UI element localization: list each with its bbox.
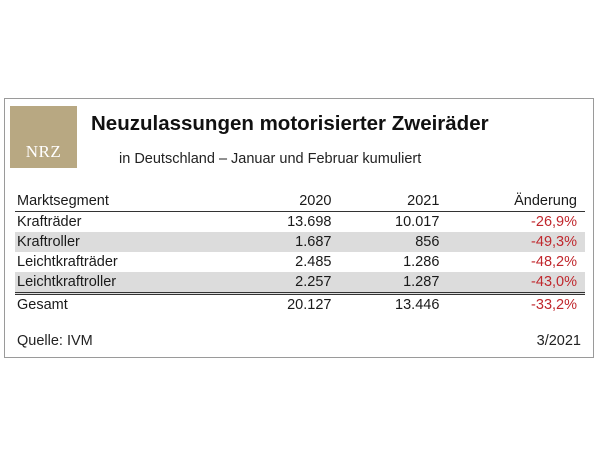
change-cell: -48,2%	[531, 254, 577, 270]
segment-cell: Kraftroller	[15, 232, 229, 252]
segment-cell: Krafträder	[17, 214, 82, 230]
value-2020-cell: 2.485	[295, 254, 332, 270]
value-2020-cell: 13.698	[287, 214, 332, 230]
page-title: Neuzulassungen motorisierter Zweiräder	[91, 112, 489, 135]
value-2020-cell: 1.687	[228, 232, 332, 252]
value-2020-cell: 2.257	[228, 272, 332, 294]
table-header-row: Marktsegment 2020 2021 Änderung	[15, 191, 585, 212]
total-2020-cell: 20.127	[287, 297, 332, 313]
registrations-table: Marktsegment 2020 2021 Änderung Krafträd…	[15, 191, 585, 315]
table-row: Kraftroller 1.687 856 -49,3%	[15, 232, 585, 252]
column-header-change: Änderung	[514, 193, 577, 209]
nrz-logo: NRZ	[10, 106, 77, 168]
value-2021-cell: 10.017	[395, 214, 440, 230]
logo-text: NRZ	[25, 142, 62, 161]
table-row: Leichtkrafträder 2.485 1.286 -48,2%	[15, 252, 585, 272]
total-2021-cell: 13.446	[395, 297, 440, 313]
change-cell: -43,0%	[439, 272, 585, 294]
source-note: Quelle: IVM	[17, 333, 93, 349]
total-segment-cell: Gesamt	[17, 297, 68, 313]
value-2021-cell: 1.287	[331, 272, 440, 294]
table-row: Leichtkraftroller 2.257 1.287 -43,0%	[15, 272, 585, 294]
subtitle: in Deutschland – Januar und Februar kumu…	[119, 151, 422, 167]
change-cell: -49,3%	[439, 232, 585, 252]
change-cell: -26,9%	[531, 214, 577, 230]
column-header-2021: 2021	[407, 193, 440, 209]
total-change-cell: -33,2%	[531, 297, 577, 313]
infobox-card: NRZ Neuzulassungen motorisierter Zweiräd…	[4, 98, 594, 358]
edition-label: 3/2021	[536, 333, 581, 349]
value-2021-cell: 1.286	[403, 254, 440, 270]
column-header-2020: 2020	[299, 193, 332, 209]
segment-cell: Leichtkraftroller	[15, 272, 229, 294]
table-row: Krafträder 13.698 10.017 -26,9%	[15, 212, 585, 233]
segment-cell: Leichtkrafträder	[17, 254, 118, 270]
column-header-segment: Marktsegment	[17, 193, 109, 209]
value-2021-cell: 856	[331, 232, 440, 252]
total-row: Gesamt 20.127 13.446 -33,2%	[15, 293, 585, 316]
